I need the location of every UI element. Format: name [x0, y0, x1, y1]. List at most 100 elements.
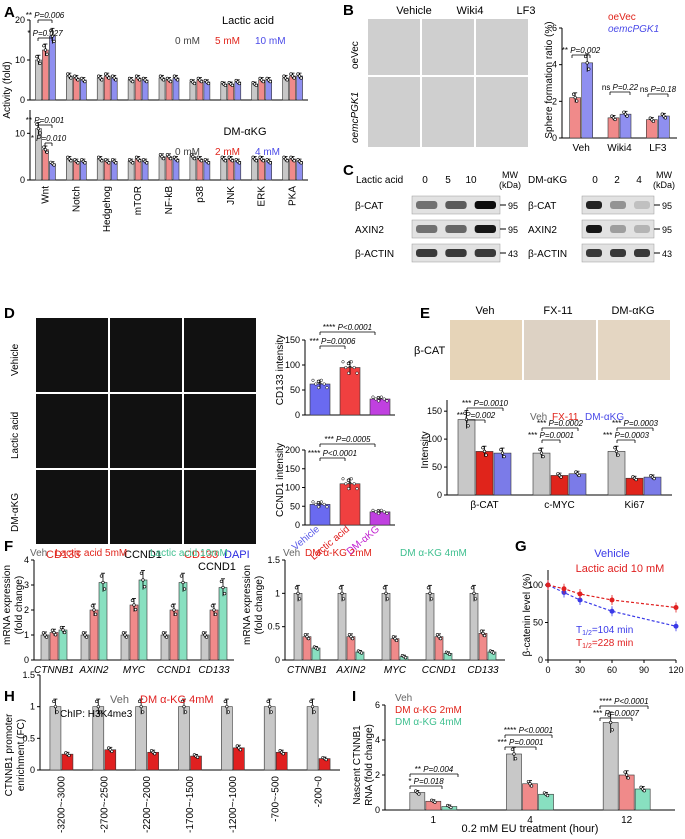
- a-top-dot: [289, 72, 293, 76]
- i-legend-4: DM α-KG 4mM: [395, 717, 462, 728]
- a-bot-dot: [43, 148, 48, 152]
- f-left-legend-veh: Veh: [30, 548, 47, 559]
- h-ylabel2: enrichment (FC): [16, 719, 27, 791]
- i-chart-dot: [512, 752, 516, 756]
- a-bot-dot: [36, 127, 41, 131]
- panel-label-b: B: [343, 2, 354, 19]
- h-chart-dot: [96, 705, 100, 709]
- a-bot-bar: [158, 156, 166, 181]
- d-label-ccnd1-merge: CCND1: [198, 561, 236, 573]
- e-chart-dot: [652, 477, 656, 481]
- a-top-s2-pvalue: P=0.027: [33, 29, 64, 38]
- f-left-xlabel: CTNNB1: [34, 665, 74, 676]
- a-top-dot: [66, 72, 70, 76]
- a-top-dot: [36, 58, 41, 62]
- c-right-mw-value: 43: [662, 249, 672, 259]
- f-right-dot: [298, 597, 302, 601]
- e-s5-sig: *** P=0.0003: [612, 419, 659, 428]
- b-chart-dot: [613, 117, 617, 122]
- a-bot-dot: [167, 155, 171, 159]
- f-right-xlabel: CD133: [467, 665, 499, 676]
- c-left-blot-band: [474, 249, 496, 257]
- a-top-dot: [50, 34, 55, 38]
- f-left-dot: [219, 579, 223, 584]
- a-bot-xlabel: PKA: [288, 186, 299, 206]
- f-right-bar: [390, 638, 400, 661]
- h-chart-dot: [225, 705, 229, 709]
- d-bot-dot: [379, 508, 383, 512]
- e-s4-sig: *** P=0.0001: [528, 431, 574, 440]
- e-chart-bar: [493, 452, 512, 496]
- h-chart-ytick-label: 1: [30, 702, 35, 712]
- f-left-bar: [200, 634, 210, 661]
- e-chart-xlabel: β-CAT: [470, 500, 498, 511]
- f-right-bar: [381, 593, 391, 661]
- c-right-dose: 2: [614, 175, 620, 186]
- i-chart-dot: [528, 782, 532, 786]
- f-left-dot: [130, 598, 134, 602]
- d-label-cd133: CD133: [46, 549, 81, 561]
- d-top-s1-sig: **** P<0.0001: [323, 323, 372, 332]
- i-chart-dot: [526, 779, 531, 784]
- d-bot-dot: [341, 477, 345, 481]
- h-chart-dot: [196, 755, 200, 759]
- panel-label-i: I: [352, 688, 357, 705]
- b-chart-dot: [575, 99, 579, 103]
- f-left-dot: [132, 603, 136, 607]
- i-chart-bar: [618, 774, 635, 811]
- h-chart-dot: [268, 705, 272, 709]
- i-chart-dot: [623, 770, 627, 774]
- a-top-dot: [268, 80, 272, 84]
- e-s6-pvalue: P=0.0003: [615, 431, 650, 440]
- g-xtick-label: 120: [668, 665, 683, 675]
- c-right-blot: [581, 195, 655, 215]
- a-top-dot: [100, 78, 104, 82]
- a-top-s2-sig: * P=0.027: [27, 29, 63, 38]
- h-chart-bar: [135, 706, 147, 771]
- f-left-xlabel: CD133: [198, 665, 230, 676]
- f-left-dot: [212, 608, 216, 612]
- d-top-chart-hidden-ytick-label: 100: [285, 360, 300, 370]
- h-chart-bar: [233, 747, 245, 771]
- i-s3-sig: *** P=0.0001: [497, 738, 543, 747]
- b-image-6: [476, 77, 528, 147]
- d-top-s1-pvalue: P<0.0001: [338, 323, 372, 332]
- g-legend-lactic: Lactic acid 10 mM: [576, 563, 665, 575]
- b-chart-ytick-label: 4: [552, 60, 557, 70]
- c-left-dose: 10: [465, 175, 477, 186]
- f-left-dot: [161, 631, 165, 635]
- b-chart-ytick-label: 2: [552, 96, 557, 106]
- a-top-ytick-label: 20: [15, 15, 25, 25]
- i-chart-bar: [634, 788, 651, 811]
- e-chart-dot: [613, 446, 617, 450]
- panel-label-e: E: [420, 305, 431, 322]
- d-bot-dot: [374, 510, 378, 514]
- a-top-dot: [104, 72, 108, 76]
- i-chart-dot: [529, 784, 534, 788]
- a-bot-dot: [299, 161, 303, 165]
- d-top-dot: [349, 360, 353, 364]
- c-left-row-label: AXIN2: [355, 225, 384, 236]
- b-image-4: [368, 77, 420, 147]
- e-chart-dot: [500, 451, 505, 455]
- b-legend-oempgk1: oemcPGK1: [608, 24, 659, 35]
- c-left-mw-value: 95: [508, 225, 518, 235]
- a-top-dot: [199, 80, 204, 84]
- f-left-bar: [120, 634, 130, 661]
- e-legend-dmakg: DM-αKG: [585, 412, 624, 423]
- b-s2-pvalue: P=0.22: [613, 83, 639, 92]
- d-bot-dot: [311, 500, 315, 504]
- g-ytick-label: 0: [538, 655, 543, 665]
- d-top-dot: [341, 360, 345, 364]
- b-chart-dot: [583, 54, 588, 59]
- a-bot-xlabel: JNK: [226, 186, 237, 205]
- f-right-ylabel1: mRNA expression: [242, 565, 253, 645]
- i-s1-pvalue: P=0.018: [414, 777, 445, 786]
- e-row-bcat: β-CAT: [414, 345, 446, 357]
- a-top-dot: [290, 74, 295, 78]
- h-chart-xlabel: -2200~-2000: [142, 776, 153, 833]
- d-top-chart-hidden-dot: [316, 379, 321, 383]
- e-chart-dot: [538, 447, 542, 452]
- f-right-dot: [435, 633, 440, 637]
- i-chart-dot: [626, 776, 630, 780]
